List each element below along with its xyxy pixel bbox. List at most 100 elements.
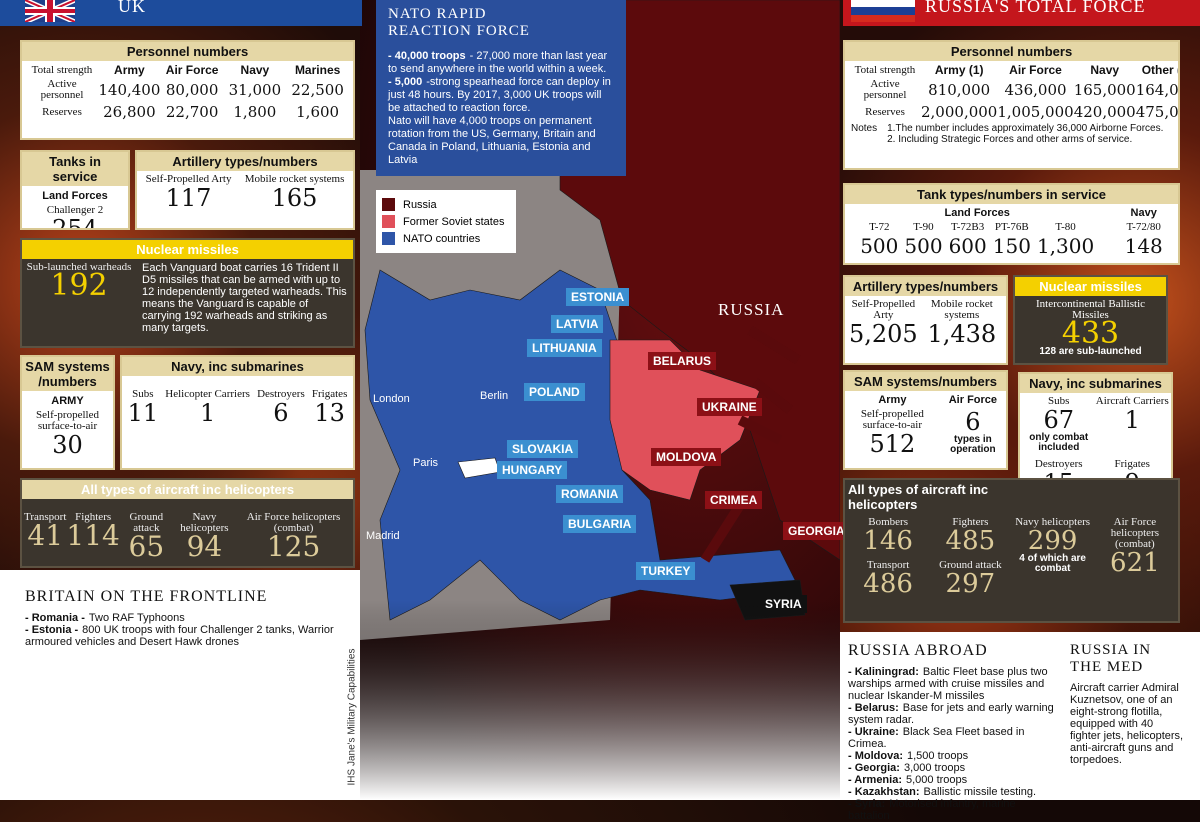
list-place: - Georgia: xyxy=(848,762,900,774)
stat-row: Subs 11 Helicopter Carriers 1 Destroyers 6 Fri… xyxy=(122,386,353,429)
stat-note: types in operation xyxy=(950,434,996,455)
stat-label: Mobile rocket systems xyxy=(930,298,993,321)
column-header: Army xyxy=(114,63,145,77)
stat-label: Helicopter Carriers xyxy=(165,388,250,400)
notes-lines: 1.The number includes approximately 36,0… xyxy=(887,123,1163,145)
list-text: Base for jets and early warning system r… xyxy=(848,702,1054,726)
stat: Mobile rocket systems 165 xyxy=(245,174,345,212)
box-heading: Personnel numbers xyxy=(845,42,1178,61)
stat-note: 4 of which are combat xyxy=(1019,553,1086,574)
stat: Sub-launched warheads 192 xyxy=(26,261,132,301)
table: Total strength Army Air Force Navy Marines Ac… xyxy=(22,61,353,123)
stat-label: Navy helicopters xyxy=(180,511,229,534)
group: Navy T-72/80 148 xyxy=(1123,204,1165,262)
stat-label: Transport xyxy=(24,511,67,523)
table-cell: 165,000 xyxy=(1073,81,1136,99)
list-place: - Belarus: xyxy=(848,702,899,714)
nato-box: NATO RAPID REACTION FORCE - 40,000 troops… xyxy=(376,0,626,176)
group-name: Navy xyxy=(1130,207,1157,219)
stat: T-72 500 xyxy=(860,222,898,259)
list-text: 1,500 troops xyxy=(907,750,969,762)
stat: T-72/80 148 xyxy=(1125,222,1163,259)
column-header: Marines xyxy=(294,63,341,77)
uk-flag xyxy=(25,0,75,22)
country-label: ROMANIA xyxy=(556,485,624,503)
stat: Transport 486 xyxy=(847,559,929,598)
stat-row: Bombers 146 Fighters 485 Transport 486 Ground … xyxy=(845,514,1178,600)
nato-title: NATO RAPID REACTION FORCE xyxy=(388,6,530,39)
stat-label: Sub-launched warheads xyxy=(26,261,132,273)
column-header: Army (1) xyxy=(934,63,984,77)
stat: Self-propelled surface-to-air 30 xyxy=(24,409,111,459)
column-header: Air Force xyxy=(165,63,219,77)
map-fade xyxy=(360,600,840,800)
stat-value: 94 xyxy=(186,530,223,563)
column-header: Total strength xyxy=(31,63,93,76)
country-label: POLAND xyxy=(524,383,585,401)
list-item: - Georgia: 3,000 troops xyxy=(848,762,1060,774)
table: Total strength Army (1) Air Force Navy Other… xyxy=(845,61,1178,123)
stat-value: 41 xyxy=(27,519,64,552)
stat-note: only combat included xyxy=(1029,432,1089,453)
stat-label: Self-propelled surface-to-air xyxy=(36,409,99,432)
stat-row: Challenger 2 254 xyxy=(22,202,128,230)
stat-label: T-72B3 xyxy=(951,221,985,233)
notes: Notes 1.The number includes approximately… xyxy=(845,123,1178,148)
country-label: SYRIA xyxy=(760,595,807,613)
stat-value: 1 xyxy=(1124,406,1140,434)
stat-value: 67 xyxy=(1043,406,1075,434)
row-header: Active personnel xyxy=(863,78,907,101)
box-heading: Tank types/numbers in service xyxy=(845,185,1178,204)
list-item: - Belarus: Base for jets and early warnin… xyxy=(848,702,1060,726)
russia-abroad: RUSSIA ABROAD - Kaliningrad: Baltic Fleet … xyxy=(848,642,1060,822)
stat-label: Bombers xyxy=(868,516,908,528)
box-subheading: Land Forces xyxy=(42,190,108,202)
legend-swatch xyxy=(382,215,395,228)
box-heading: Nuclear missiles xyxy=(22,240,353,259)
russia-sam-box: SAM systems/numbers Army Self-propelled su… xyxy=(843,370,1008,470)
stat-value: 1,438 xyxy=(927,320,997,348)
list-text: Baltic Fleet base plus two warships arme… xyxy=(848,666,1048,702)
stat-label: T-72/80 xyxy=(1126,221,1161,233)
box-heading: Navy, inc submarines xyxy=(1020,374,1171,393)
stat-note: 128 are sub-launched xyxy=(1039,346,1142,357)
stat: Fighters 114 xyxy=(66,512,119,550)
stat-label: Fighters xyxy=(952,516,989,528)
table-cell: 22,500 xyxy=(291,81,344,99)
stat: Intercontinental Ballistic Missiles 433 12… xyxy=(1017,299,1164,357)
country-label: BULGARIA xyxy=(563,515,637,533)
russia-title: RUSSIA'S TOTAL FORCE xyxy=(925,0,1146,16)
stat: Challenger 2 254 xyxy=(47,205,104,230)
russia-navy-box: Navy, inc submarines Subs 67 only combat in… xyxy=(1018,372,1173,522)
stat-row: Sub-launched warheads 192 xyxy=(22,259,136,337)
country-label: SLOVAKIA xyxy=(507,440,579,458)
stat-value: 299 xyxy=(1027,526,1078,556)
uk-sam-box: SAM systems /numbers ARMY Self-propelled s… xyxy=(20,355,115,470)
groups: Army Self-propelled surface-to-air 512 Air … xyxy=(845,391,1006,460)
row-header: Active personnel xyxy=(40,78,84,101)
stat-value: 150 xyxy=(992,234,1031,258)
list-text: 800 UK troops with four Challenger 2 tan… xyxy=(25,624,334,648)
table-cell: 436,000 xyxy=(1004,81,1067,99)
stat-label: Transport xyxy=(866,559,910,571)
stat-value: 148 xyxy=(1124,234,1163,258)
table-cell: 22,700 xyxy=(165,103,219,121)
arrow xyxy=(747,325,801,365)
stat: Self-propelled surface-to-air 512 xyxy=(847,409,938,458)
note-line: 1.The number includes approximately 36,0… xyxy=(887,123,1164,134)
country-label: CRIMEA xyxy=(705,491,763,509)
stat-label: Ground attack xyxy=(939,559,1002,571)
table-cell: 80,000 xyxy=(165,81,219,99)
group-name: Army xyxy=(878,394,907,406)
uk-header-bar: UK xyxy=(0,0,362,26)
arrow xyxy=(737,415,783,445)
section-heading: BRITAIN ON THE FRONTLINE xyxy=(25,588,268,605)
list-place: - Kaliningrad: xyxy=(848,666,919,678)
list-item: - Estonia -800 UK troops with four Chall… xyxy=(25,624,345,648)
legend-label: NATO countries xyxy=(403,232,481,245)
stat-value: 254 xyxy=(52,215,98,230)
stat-label: Aircraft Carriers xyxy=(1095,395,1169,407)
stat: Mobile rocket systems 1,438 xyxy=(920,298,1004,348)
